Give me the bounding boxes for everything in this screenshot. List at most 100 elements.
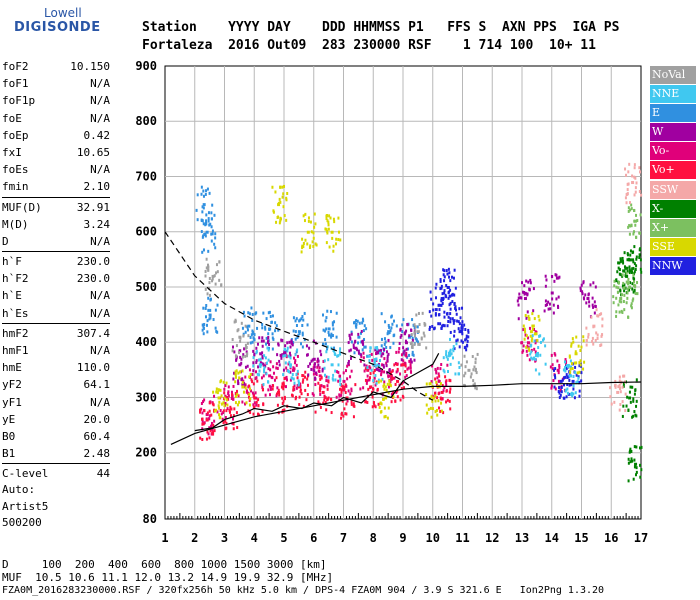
echo-dot xyxy=(312,236,315,240)
echo-dot xyxy=(327,220,330,224)
echo-point xyxy=(241,385,245,389)
echo-dot xyxy=(310,359,313,363)
echo-dot xyxy=(236,403,239,407)
echo-dot xyxy=(281,353,284,357)
echo-dot xyxy=(581,290,584,294)
param-row: hmF1 N/A xyxy=(2,342,110,359)
echo-dot xyxy=(202,189,205,193)
echo-dot xyxy=(306,383,309,387)
echo-dot xyxy=(373,376,376,380)
echo-dot xyxy=(229,414,232,418)
echo-dot xyxy=(222,421,225,425)
echo-dot xyxy=(628,162,631,166)
echo-dot xyxy=(430,394,433,398)
echo-dot xyxy=(630,306,633,310)
echo-dot xyxy=(368,376,371,380)
y-tick-label: 900 xyxy=(135,59,157,73)
echo-dot xyxy=(399,372,402,376)
echo-dot xyxy=(399,328,402,332)
echo-dot xyxy=(275,392,278,396)
echo-dot xyxy=(387,323,390,327)
param-value: 230.0 xyxy=(76,272,110,286)
echo-dot xyxy=(531,312,534,316)
echo-dot xyxy=(369,349,372,353)
echo-dot xyxy=(302,241,305,245)
echo-dot xyxy=(533,317,536,321)
echo-dot xyxy=(219,388,222,392)
echo-dot xyxy=(626,281,629,285)
echo-dot xyxy=(356,341,359,345)
echo-dot xyxy=(395,370,398,374)
echo-dot xyxy=(550,353,553,357)
echo-dot xyxy=(519,296,522,300)
echo-dot xyxy=(366,354,369,358)
echo-dot xyxy=(614,385,617,389)
echo-dot xyxy=(386,332,389,336)
echo-dot xyxy=(301,331,304,335)
echo-dot xyxy=(349,356,352,360)
echo-dot xyxy=(635,264,638,268)
echo-dot xyxy=(286,369,289,373)
echo-dot xyxy=(570,344,573,348)
echo-dot xyxy=(377,351,380,355)
echo-dot xyxy=(359,387,362,391)
echo-dot xyxy=(475,371,478,375)
echo-dot xyxy=(387,352,390,356)
echo-dot xyxy=(293,387,296,391)
echo-dot xyxy=(392,391,395,395)
echo-dot xyxy=(310,230,313,234)
echo-dot xyxy=(443,386,446,390)
echo-dot xyxy=(544,284,547,288)
echo-dot xyxy=(271,332,274,336)
echo-dot xyxy=(631,251,634,255)
param-name: foF1 xyxy=(2,77,29,91)
echo-dot xyxy=(463,354,466,358)
echo-dot xyxy=(252,382,255,386)
echo-dot xyxy=(413,358,416,362)
echo-dot xyxy=(583,360,586,364)
echo-dot xyxy=(360,329,363,333)
echo-dot xyxy=(326,230,329,234)
echo-dot xyxy=(338,393,341,397)
echo-dot xyxy=(588,304,591,308)
echo-dot xyxy=(260,376,263,380)
echo-dot xyxy=(627,408,630,412)
echo-dot xyxy=(436,366,439,370)
echo-dot xyxy=(326,347,329,351)
echo-dot xyxy=(250,389,253,393)
echo-dot xyxy=(252,403,255,407)
echo-dot xyxy=(214,326,217,330)
echo-dot xyxy=(442,323,445,327)
echo-dot xyxy=(241,326,244,330)
echo-dot xyxy=(578,364,581,368)
echo-dot xyxy=(396,367,399,371)
echo-dot xyxy=(527,280,530,284)
echo-dot xyxy=(461,340,464,344)
y-tick-label: 80 xyxy=(143,512,157,526)
param-value: 44 xyxy=(96,467,110,481)
echo-dot xyxy=(307,219,310,223)
echo-dot xyxy=(623,293,626,297)
echo-dot xyxy=(632,397,635,401)
echo-dot xyxy=(628,265,631,269)
echo-dot xyxy=(234,391,237,395)
echo-dot xyxy=(236,389,239,393)
echo-dot xyxy=(212,423,215,427)
echo-dot xyxy=(256,326,259,330)
echo-point xyxy=(330,230,334,234)
echo-dot xyxy=(207,263,210,267)
echo-dot xyxy=(584,293,587,297)
echo-dot xyxy=(609,395,612,399)
echo-dot xyxy=(354,383,357,387)
echo-dot xyxy=(310,367,313,371)
echo-dot xyxy=(398,347,401,351)
echo-dot xyxy=(246,352,249,356)
echo-dot xyxy=(628,224,631,228)
echo-dot xyxy=(361,348,364,352)
echo-dot xyxy=(339,238,342,242)
echo-dot xyxy=(311,240,314,244)
echo-dot xyxy=(380,373,383,377)
echo-dot xyxy=(452,356,455,360)
echo-dot xyxy=(365,364,368,368)
echo-dot xyxy=(255,403,258,407)
